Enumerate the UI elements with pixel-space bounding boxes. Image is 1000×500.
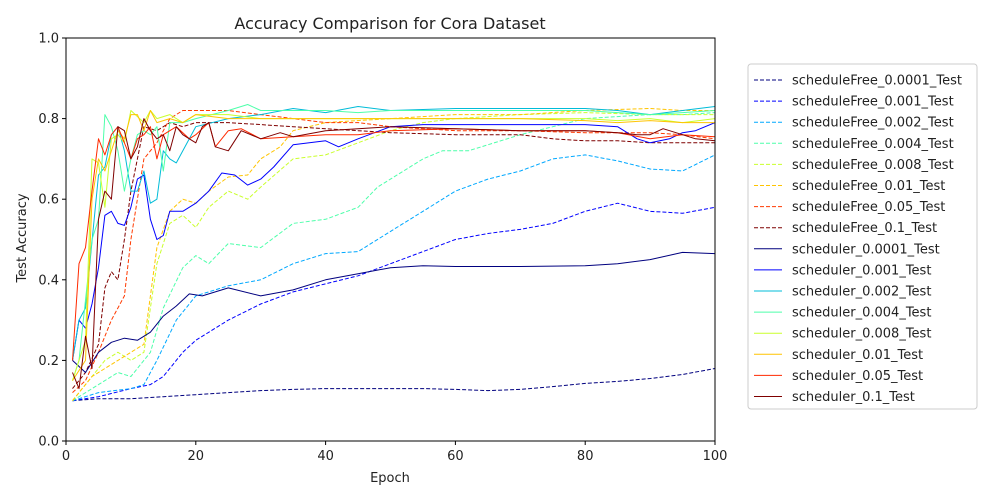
legend-label: scheduleFree_0.05_Test bbox=[792, 200, 945, 215]
series-line-scheduleFree_0.004_Test bbox=[72, 112, 715, 402]
y-tick-label: 0.8 bbox=[38, 112, 59, 127]
y-tick-label: 0.6 bbox=[38, 193, 59, 208]
legend-label: scheduler_0.01_Test bbox=[792, 348, 923, 363]
y-axis-label: Test Accuracy bbox=[15, 193, 30, 283]
series-line-scheduler_0.01_Test bbox=[72, 110, 715, 381]
y-tick-label: 0.0 bbox=[38, 435, 59, 450]
legend-label: scheduler_0.008_Test bbox=[792, 327, 931, 342]
series-line-scheduler_0.001_Test bbox=[72, 122, 715, 361]
series-line-scheduleFree_0.01_Test bbox=[72, 108, 715, 402]
legend: scheduleFree_0.0001_Test scheduleFree_0.0… bbox=[747, 63, 978, 410]
legend-box bbox=[747, 63, 978, 410]
x-tick-label: 80 bbox=[577, 449, 594, 464]
series-line-scheduleFree_0.008_Test bbox=[72, 112, 715, 402]
legend-label: scheduler_0.05_Test bbox=[792, 369, 923, 384]
x-tick-label: 60 bbox=[447, 449, 464, 464]
legend-label: scheduleFree_0.001_Test bbox=[792, 95, 954, 110]
series-line-scheduleFree_0.05_Test bbox=[72, 110, 715, 393]
x-tick-label: 0 bbox=[62, 449, 70, 464]
y-tick-label: 1.0 bbox=[38, 32, 59, 47]
y-axis: 0.0 0.2 0.4 0.6 0.8 1.0 bbox=[38, 32, 66, 450]
legend-label: scheduler_0.002_Test bbox=[792, 285, 931, 300]
series-line-scheduleFree_0.1_Test bbox=[72, 122, 715, 389]
series-line-scheduleFree_0.002_Test bbox=[72, 154, 715, 402]
series-line-scheduleFree_0.0001_Test bbox=[72, 368, 715, 402]
legend-label: scheduleFree_0.01_Test bbox=[792, 179, 945, 194]
legend-label: scheduler_0.004_Test bbox=[792, 306, 931, 321]
x-tick-label: 100 bbox=[703, 449, 728, 464]
legend-label: scheduleFree_0.008_Test bbox=[792, 158, 954, 173]
series-line-scheduler_0.008_Test bbox=[72, 110, 715, 381]
x-axis-label: Epoch bbox=[370, 471, 410, 486]
x-tick-label: 40 bbox=[317, 449, 334, 464]
legend-label: scheduler_0.001_Test bbox=[792, 263, 931, 278]
plot-area bbox=[65, 37, 716, 442]
legend-label: scheduler_0.1_Test bbox=[792, 390, 915, 405]
y-tick-label: 0.2 bbox=[38, 354, 59, 369]
y-tick-label: 0.4 bbox=[38, 273, 59, 288]
series-line-scheduler_0.004_Test bbox=[72, 104, 715, 381]
x-tick-label: 20 bbox=[188, 449, 205, 464]
series-line-scheduleFree_0.001_Test bbox=[72, 202, 715, 402]
legend-label: scheduler_0.0001_Test bbox=[792, 242, 940, 257]
x-axis: 0 20 40 60 80 100 bbox=[62, 441, 728, 464]
chart-title: Accuracy Comparison for Cora Dataset bbox=[234, 14, 545, 33]
legend-label: scheduleFree_0.002_Test bbox=[792, 116, 954, 131]
series-line-scheduler_0.1_Test bbox=[72, 118, 715, 390]
plot-frame bbox=[65, 37, 716, 442]
legend-label: scheduleFree_0.0001_Test bbox=[792, 74, 962, 89]
series-line-scheduler_0.002_Test bbox=[72, 106, 715, 361]
legend-label: scheduleFree_0.1_Test bbox=[792, 221, 937, 236]
series-line-scheduler_0.0001_Test bbox=[72, 251, 715, 373]
series-lines bbox=[72, 104, 715, 402]
legend-label: scheduleFree_0.004_Test bbox=[792, 137, 954, 152]
